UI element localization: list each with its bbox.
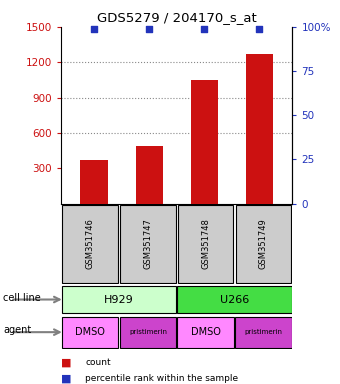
Text: DMSO: DMSO xyxy=(191,327,221,337)
Bar xyxy=(62,205,118,283)
Text: GSM351748: GSM351748 xyxy=(201,218,210,269)
Bar xyxy=(81,160,108,204)
Text: H929: H929 xyxy=(104,295,134,305)
Text: ■: ■ xyxy=(61,358,72,368)
Title: GDS5279 / 204170_s_at: GDS5279 / 204170_s_at xyxy=(97,11,257,24)
Point xyxy=(202,26,207,32)
Bar xyxy=(62,316,118,348)
Text: percentile rank within the sample: percentile rank within the sample xyxy=(85,374,238,383)
Bar xyxy=(120,316,176,348)
Text: U266: U266 xyxy=(220,295,249,305)
Text: cell line: cell line xyxy=(3,293,41,303)
Text: pristimerin: pristimerin xyxy=(244,329,283,335)
Bar xyxy=(236,205,291,283)
Text: ■: ■ xyxy=(61,373,72,383)
Point xyxy=(147,26,152,32)
Bar xyxy=(177,316,234,348)
Text: count: count xyxy=(85,358,110,367)
Text: GSM351746: GSM351746 xyxy=(86,218,95,269)
Point xyxy=(257,26,262,32)
Text: GSM351749: GSM351749 xyxy=(259,218,268,269)
Bar xyxy=(120,205,176,283)
Bar xyxy=(235,316,292,348)
Bar xyxy=(245,54,273,204)
Bar xyxy=(136,146,163,204)
Text: pristimerin: pristimerin xyxy=(129,329,167,335)
Text: agent: agent xyxy=(3,325,32,335)
Bar xyxy=(190,80,218,204)
Bar xyxy=(177,286,292,313)
Point xyxy=(91,26,97,32)
Text: DMSO: DMSO xyxy=(75,327,105,337)
Text: GSM351747: GSM351747 xyxy=(143,218,152,269)
Bar xyxy=(62,286,176,313)
Bar xyxy=(178,205,234,283)
